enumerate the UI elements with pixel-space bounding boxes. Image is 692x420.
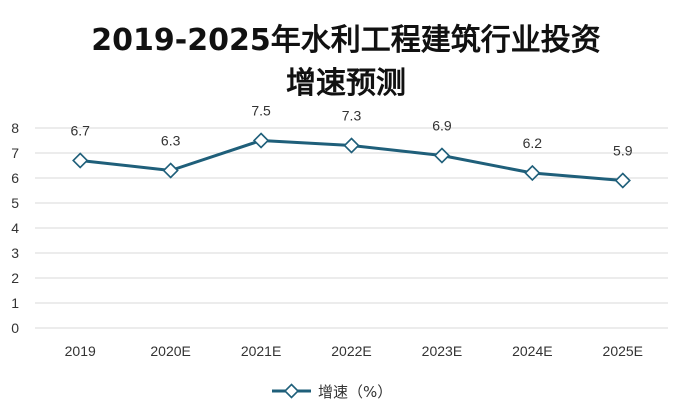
- data-labels: 6.7 6.3 7.5 7.3 6.9 6.2 5.9: [70, 103, 632, 159]
- data-point-6: [614, 172, 631, 189]
- y-tick-label-5: 5: [11, 195, 19, 211]
- legend: 增速（%）: [272, 383, 392, 401]
- data-label-5: 6.2: [523, 135, 543, 151]
- y-tick-label-2: 2: [11, 270, 19, 286]
- data-point-2: [252, 132, 270, 149]
- data-label-2: 7.5: [251, 103, 271, 119]
- y-tick-label-1: 1: [11, 295, 19, 311]
- data-label-0: 6.7: [70, 123, 90, 139]
- y-axis-ticks: 0 1 2 3 4 5 6 7 8: [11, 120, 19, 336]
- data-point-5: [524, 164, 541, 182]
- data-label-4: 6.9: [432, 118, 452, 134]
- legend-marker: [283, 383, 300, 399]
- x-tick-label-6: 2025E: [603, 343, 643, 359]
- chart-title-line-1: 2019-2025年水利工程建筑行业投资: [91, 23, 600, 58]
- data-point-1: [162, 162, 179, 179]
- x-tick-label-2: 2021E: [241, 343, 281, 359]
- y-tick-label-6: 6: [11, 170, 19, 186]
- x-tick-label-5: 2024E: [512, 343, 552, 359]
- data-label-1: 6.3: [161, 133, 181, 149]
- series: [72, 132, 631, 189]
- x-tick-label-0: 2019: [65, 343, 96, 359]
- data-label-6: 5.9: [613, 143, 633, 159]
- data-point-4: [433, 147, 451, 164]
- y-tick-label-7: 7: [11, 145, 19, 161]
- x-tick-label-3: 2022E: [331, 343, 371, 359]
- x-tick-label-4: 2023E: [422, 343, 462, 359]
- data-point-0: [72, 152, 89, 169]
- y-tick-label-0: 0: [11, 320, 19, 336]
- gridlines: [35, 127, 668, 329]
- legend-label: 增速（%）: [318, 383, 392, 401]
- x-axis-ticks: 2019 2020E 2021E 2022E 2023E 2024E 2025E: [65, 343, 643, 359]
- x-tick-label-1: 2020E: [150, 343, 190, 359]
- data-point-3: [343, 137, 360, 154]
- chart-title-line-2: 增速预测: [286, 66, 406, 101]
- y-tick-label-3: 3: [11, 245, 19, 261]
- y-tick-label-8: 8: [11, 120, 19, 136]
- y-tick-label-4: 4: [11, 220, 19, 236]
- data-label-3: 7.3: [342, 108, 362, 124]
